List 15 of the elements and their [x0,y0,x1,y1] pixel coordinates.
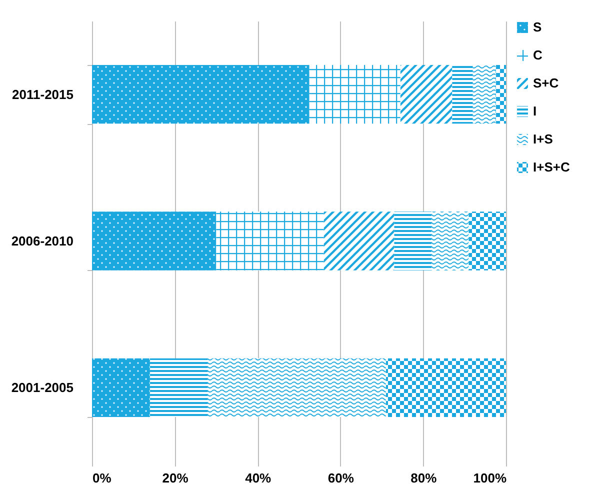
x-tick-label: 100% [473,470,507,486]
legend-label: S [533,20,542,34]
y-tick-label: 2001-2005 [11,380,74,396]
y-tick-label: 2011-2015 [12,86,74,102]
y-tick-label: 2006-2010 [11,234,74,248]
x-tick-label: 80% [410,470,438,486]
x-tick-label: 40% [245,470,272,486]
legend-label: S+C [533,76,560,90]
x-tick-label: 60% [328,470,354,486]
legend-label: I+S+C [533,160,570,174]
x-tick-label: 20% [162,470,189,486]
legend-label: I+S [533,132,554,146]
legend-label: I [533,104,537,118]
x-tick-label: 0% [92,470,112,486]
legend-label: C [533,48,543,62]
